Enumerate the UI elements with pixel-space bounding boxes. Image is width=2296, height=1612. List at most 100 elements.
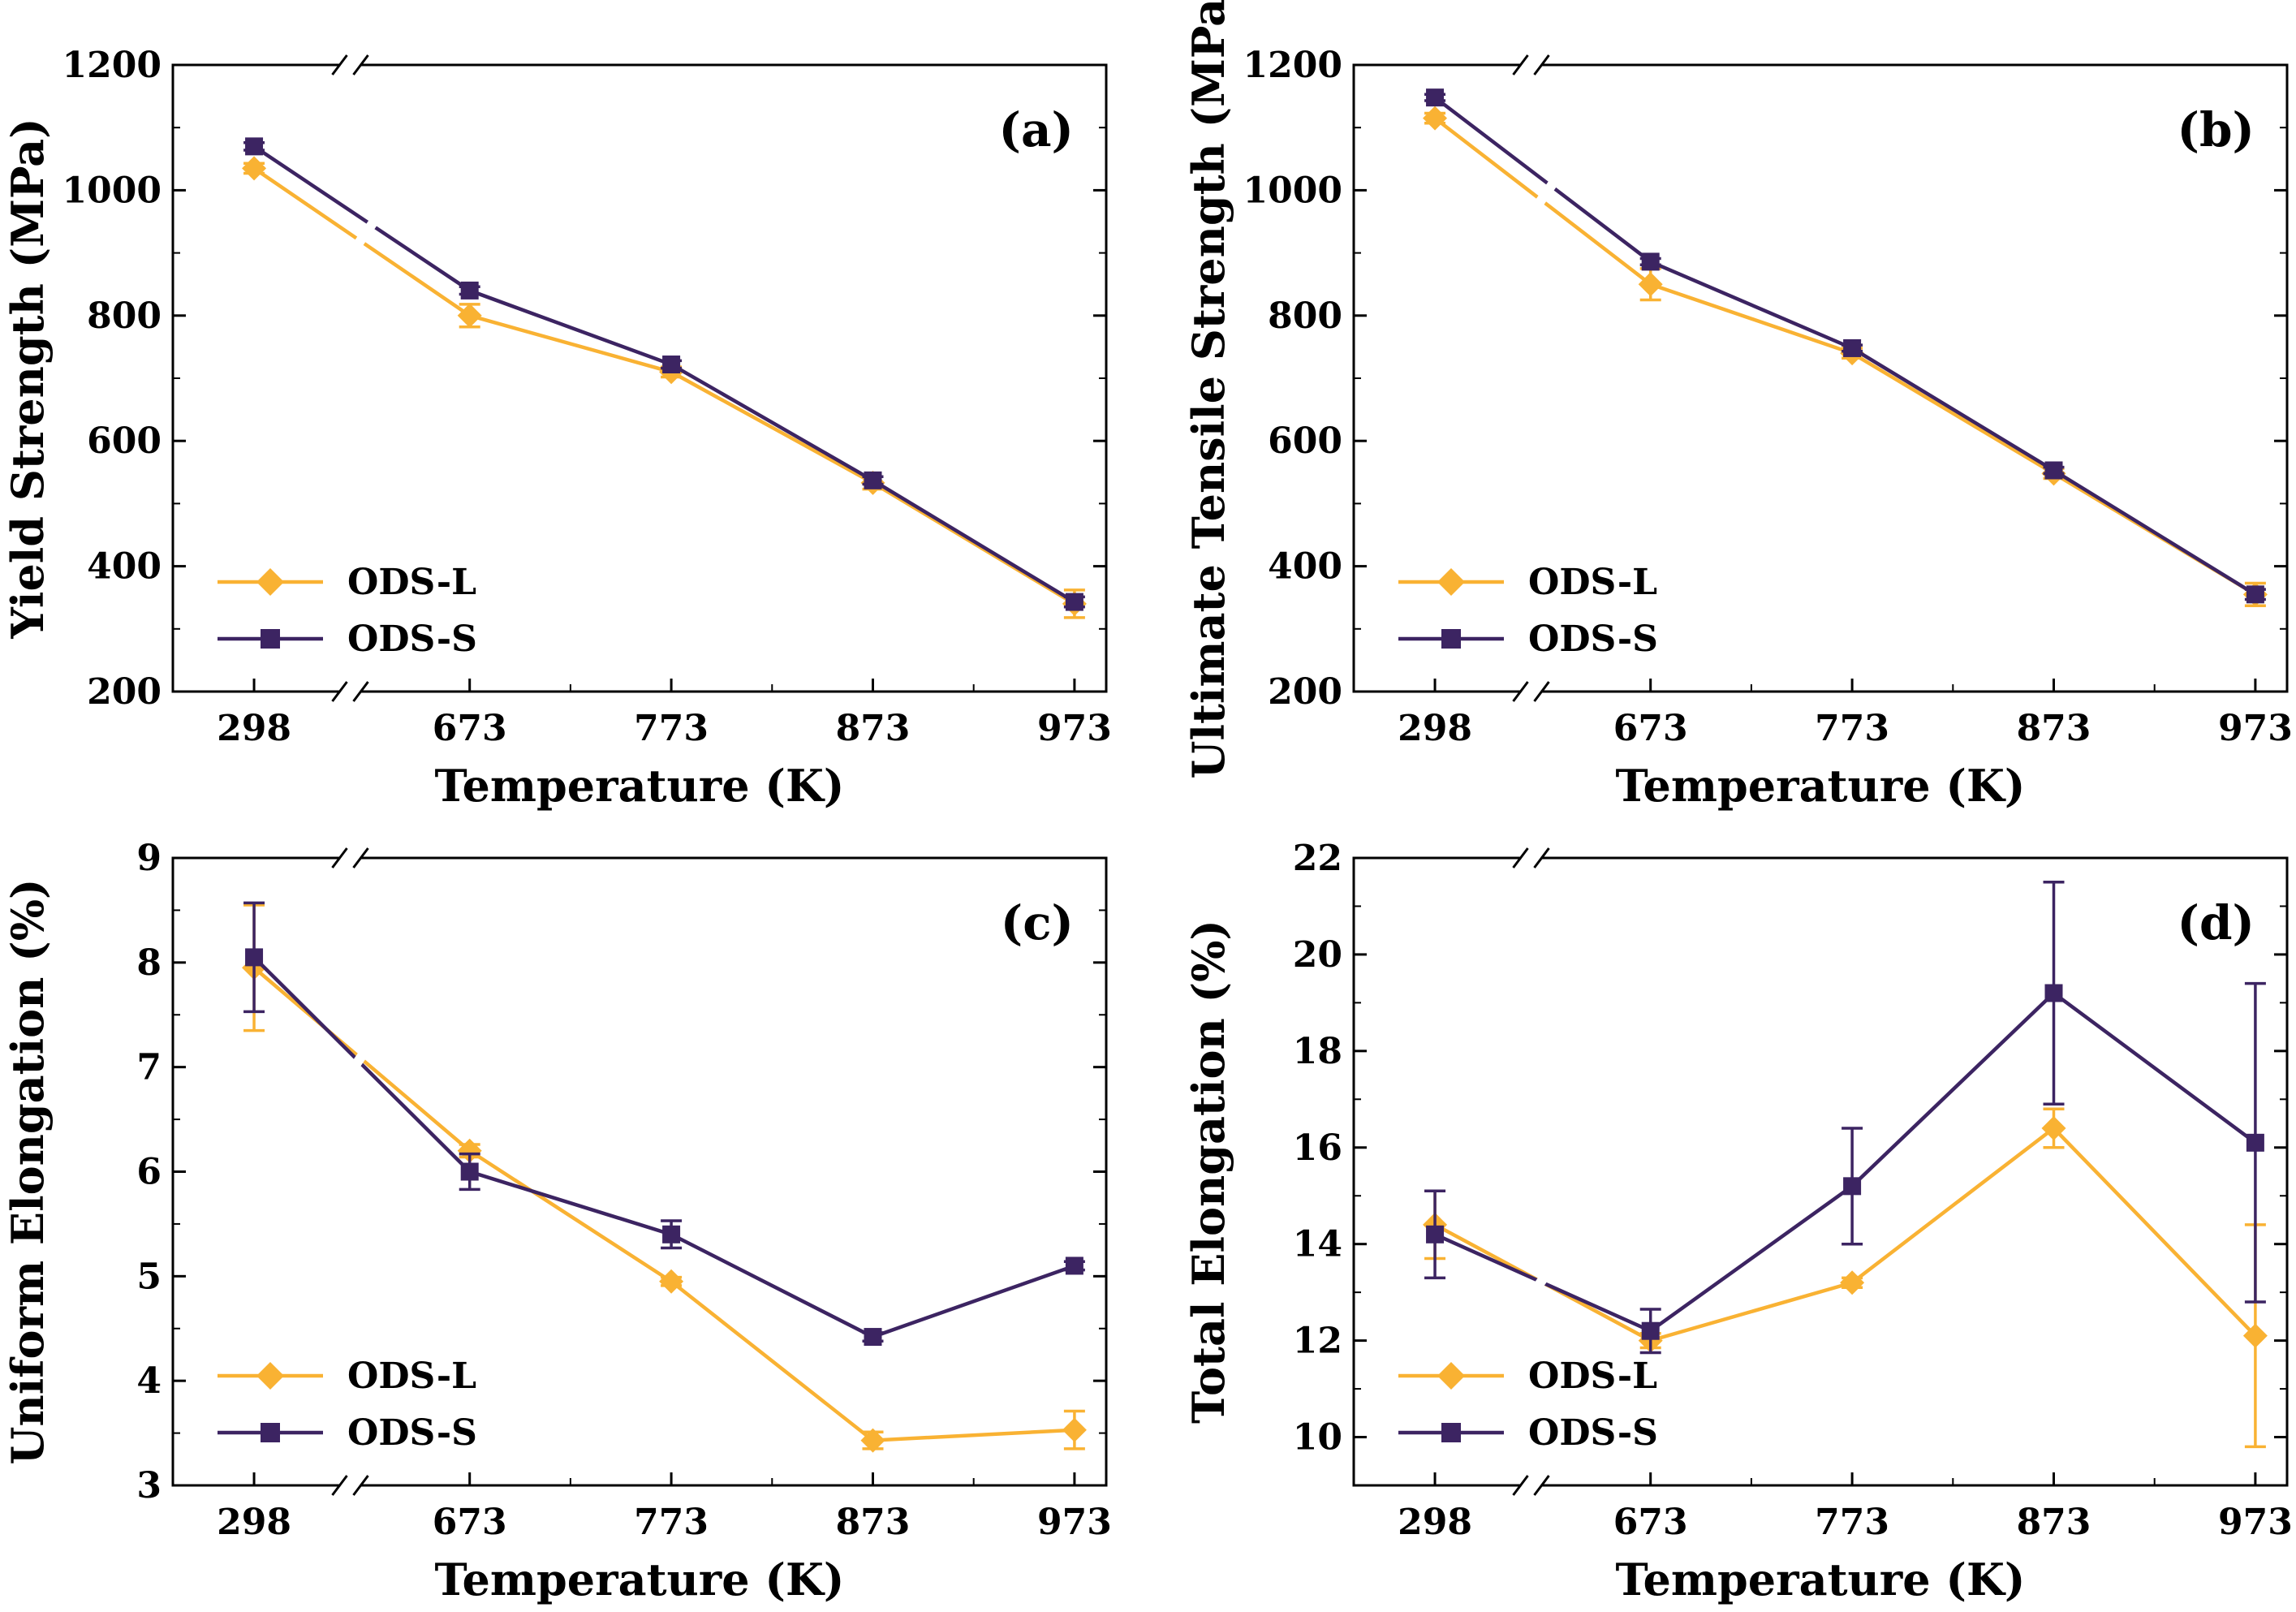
x-tick-label: 973 bbox=[2218, 1502, 2293, 1543]
data-point bbox=[457, 1138, 482, 1163]
y-tick-label: 800 bbox=[87, 295, 162, 337]
axis-break-mark bbox=[331, 847, 348, 868]
x-tick-label: 298 bbox=[217, 1502, 291, 1543]
legend-label: ODS-S bbox=[347, 619, 477, 660]
legend-marker bbox=[256, 568, 284, 596]
y-tick-label: 600 bbox=[1268, 420, 1342, 462]
data-point bbox=[2246, 585, 2264, 604]
y-tick-label: 200 bbox=[87, 671, 162, 713]
data-point bbox=[662, 356, 681, 374]
data-point bbox=[1638, 272, 1663, 297]
legend-label: ODS-S bbox=[347, 1412, 477, 1454]
data-point bbox=[1843, 1177, 1862, 1196]
legend-marker bbox=[1441, 1423, 1461, 1442]
legend-marker bbox=[261, 629, 280, 649]
axis-break-mark bbox=[331, 681, 348, 702]
plot-frame bbox=[171, 856, 1108, 1487]
legend-marker bbox=[256, 1362, 284, 1390]
plot-frame bbox=[1352, 63, 2289, 693]
x-tick-label: 673 bbox=[433, 708, 507, 749]
data-point bbox=[1065, 593, 1083, 611]
x-tick-label: 973 bbox=[1037, 1502, 1112, 1543]
panel-label: (d) bbox=[2178, 895, 2255, 950]
axis-break-mark bbox=[1533, 681, 1550, 702]
axis-break-mark bbox=[352, 1475, 369, 1496]
legend-label: ODS-S bbox=[1528, 619, 1658, 660]
line-break-gap bbox=[1508, 158, 1573, 244]
data-point bbox=[1065, 1256, 1083, 1275]
y-tick-label: 8 bbox=[136, 942, 162, 984]
x-tick-label: 873 bbox=[2017, 708, 2091, 749]
data-point bbox=[460, 1162, 479, 1181]
y-tick-label: 20 bbox=[1293, 934, 1342, 976]
legend-label: ODS-L bbox=[347, 1356, 476, 1397]
data-point bbox=[1641, 252, 1660, 271]
chart-panel-4: 10 12 14 16 18 20 22 298 673 773 873 973 Temperature… bbox=[1182, 838, 2293, 1606]
data-point bbox=[2242, 1323, 2268, 1348]
legend-marker bbox=[1437, 1362, 1465, 1390]
axis-break-mark bbox=[1533, 847, 1550, 868]
chart-panel-2: 200 400 600 800 1000 1200 298 673 773 873 973 Tempe… bbox=[1182, 0, 2293, 812]
data-point bbox=[2041, 1115, 2066, 1140]
axis-break-mark bbox=[352, 54, 369, 75]
y-tick-label: 14 bbox=[1293, 1224, 1342, 1265]
x-tick-label: 673 bbox=[433, 1502, 507, 1543]
legend-label: ODS-L bbox=[1528, 1356, 1657, 1397]
axis-break-gap bbox=[340, 61, 360, 69]
axis-break-mark bbox=[1533, 54, 1550, 75]
y-tick-label: 1200 bbox=[1243, 45, 1342, 86]
series-line bbox=[252, 166, 1076, 606]
data-point bbox=[1062, 1417, 1087, 1442]
plot-frame bbox=[171, 63, 1108, 693]
series-ods-l bbox=[242, 903, 1087, 1453]
data-point bbox=[1843, 338, 1862, 357]
axis-break-mark bbox=[1512, 681, 1529, 702]
axis-break-gap bbox=[340, 1481, 360, 1489]
chart-panel-1: 200 400 600 800 1000 1200 298 673 773 873 973 Tempe… bbox=[2, 45, 1112, 812]
axis-break-mark bbox=[1533, 1475, 1550, 1496]
axis-break-gap bbox=[340, 687, 360, 696]
data-point bbox=[2246, 1133, 2264, 1152]
y-axis-title: Yield Strength (MPa) bbox=[2, 118, 54, 639]
x-tick-label: 773 bbox=[1815, 1502, 1889, 1543]
y-tick-label: 22 bbox=[1293, 838, 1342, 879]
data-point bbox=[457, 303, 482, 328]
x-tick-label: 873 bbox=[836, 708, 911, 749]
x-tick-label: 673 bbox=[1613, 1502, 1688, 1543]
data-point bbox=[864, 1328, 882, 1347]
legend-label: ODS-L bbox=[347, 562, 476, 603]
line-break-gap bbox=[1508, 1239, 1573, 1325]
chart-panel-3: 3 4 5 6 7 8 9 298 673 773 873 973 Temperature (K) Uni… bbox=[2, 838, 1112, 1606]
axis-break-mark bbox=[352, 847, 369, 868]
data-point bbox=[1840, 1270, 1865, 1295]
legend: ODS-L ODS-S bbox=[1398, 562, 1658, 660]
y-tick-label: 16 bbox=[1293, 1127, 1342, 1169]
x-axis-title: Temperature (K) bbox=[435, 1554, 845, 1606]
axis-break-gap bbox=[1521, 1481, 1541, 1489]
data-point bbox=[864, 471, 882, 489]
y-tick-label: 9 bbox=[136, 838, 162, 879]
y-tick-label: 3 bbox=[136, 1465, 162, 1506]
legend-label: ODS-S bbox=[1528, 1412, 1658, 1454]
series-ods-s bbox=[1424, 88, 2266, 604]
y-tick-label: 800 bbox=[1268, 295, 1342, 337]
y-tick-label: 12 bbox=[1293, 1321, 1342, 1362]
x-tick-label: 773 bbox=[1815, 708, 1889, 749]
x-tick-label: 298 bbox=[1398, 708, 1472, 749]
x-tick-label: 873 bbox=[2017, 1502, 2091, 1543]
data-point bbox=[1423, 106, 1448, 131]
y-tick-label: 1000 bbox=[1243, 170, 1342, 211]
x-tick-label: 673 bbox=[1613, 708, 1688, 749]
x-tick-label: 773 bbox=[634, 1502, 709, 1543]
y-tick-label: 400 bbox=[87, 546, 162, 588]
axis-break-gap bbox=[340, 854, 360, 862]
legend: ODS-L ODS-S bbox=[218, 1356, 477, 1454]
legend-label: ODS-L bbox=[1528, 562, 1657, 603]
data-point bbox=[242, 156, 267, 181]
data-point bbox=[245, 137, 264, 156]
legend: ODS-L ODS-S bbox=[1398, 1356, 1658, 1454]
data-point bbox=[460, 281, 479, 300]
x-axis-title: Temperature (K) bbox=[435, 760, 845, 812]
panel-label: (c) bbox=[1001, 895, 1074, 950]
data-point bbox=[245, 948, 264, 967]
